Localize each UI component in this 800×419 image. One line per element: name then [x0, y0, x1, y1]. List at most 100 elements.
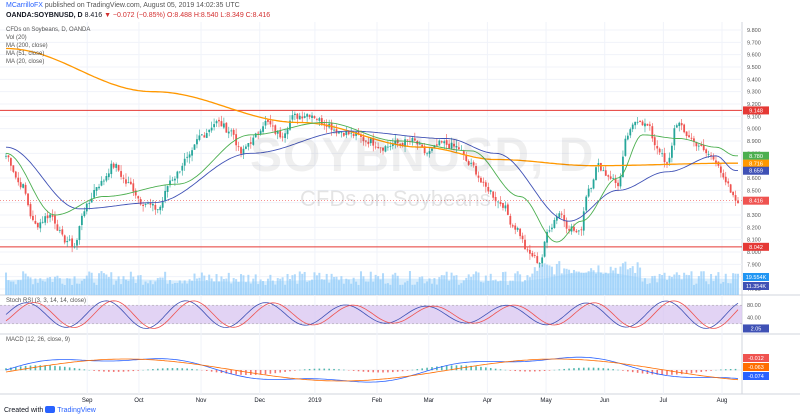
volume-bar	[661, 275, 664, 295]
volume-bar	[707, 284, 710, 295]
candle-body	[259, 130, 262, 135]
volume-bar	[524, 280, 527, 295]
macd-histogram-bar	[705, 370, 707, 372]
volume-bar	[558, 261, 561, 295]
candle-body	[142, 204, 144, 207]
volume-label-box	[743, 273, 769, 281]
volume-bar	[31, 284, 34, 295]
candle-body	[191, 150, 193, 156]
candle-body	[455, 146, 458, 148]
tradingview-brand[interactable]: TradingView	[57, 407, 96, 414]
price-label-box	[743, 166, 769, 175]
candle-body	[112, 163, 115, 168]
macd-histogram-bar	[406, 370, 409, 371]
volume-bar	[546, 264, 549, 295]
volume-bar	[702, 271, 705, 295]
volume-bar	[394, 272, 397, 295]
macd-histogram-bar	[465, 365, 468, 371]
volume-bar	[301, 273, 304, 295]
candle-body	[526, 249, 529, 251]
macd-histogram-bar	[117, 370, 120, 372]
volume-bar	[389, 284, 392, 295]
volume-bar	[127, 280, 130, 295]
volume-bar	[284, 284, 287, 295]
volume-bar	[470, 276, 473, 295]
candle-body	[663, 153, 666, 163]
volume-bar	[171, 283, 174, 295]
candle-body	[563, 215, 566, 222]
macd-histogram-bar	[54, 365, 56, 371]
candle-body	[240, 147, 242, 154]
macd-histogram-bar	[426, 367, 428, 371]
macd-histogram-bar	[509, 370, 512, 371]
candle-body	[719, 166, 722, 173]
macd-histogram-bar	[445, 365, 448, 371]
volume-bar	[438, 277, 441, 295]
volume-bar	[281, 277, 284, 295]
macd-histogram-bar	[661, 370, 663, 375]
candle-body	[222, 123, 225, 128]
volume-bar	[653, 275, 656, 295]
volume-bar	[722, 282, 725, 295]
candle-body	[688, 135, 690, 138]
volume-bar	[521, 282, 524, 295]
candle-body	[504, 205, 507, 209]
candle-body	[377, 146, 380, 148]
volume-bar	[17, 280, 20, 295]
volume-bar	[396, 275, 399, 295]
volume-bar	[146, 283, 149, 295]
macd-histogram-bar	[612, 369, 614, 371]
volume-bar	[408, 271, 411, 295]
candle-body	[171, 179, 174, 181]
author-link[interactable]: MCarrilloFX	[6, 2, 43, 9]
volume-bar	[712, 281, 715, 295]
volume-bar	[648, 283, 651, 295]
stoch-tick-label: 80.00	[747, 303, 761, 309]
volume-bar	[7, 280, 10, 295]
macd-histogram-bar	[411, 369, 414, 371]
candle-body	[519, 228, 522, 237]
volume-bar	[330, 273, 333, 295]
volume-bar	[590, 268, 593, 295]
macd-histogram-bar	[122, 370, 125, 372]
volume-bar	[484, 275, 487, 295]
candle-body	[333, 129, 335, 131]
macd-histogram-bar	[313, 368, 316, 371]
candle-body	[678, 122, 681, 127]
candle-body	[379, 147, 382, 149]
volume-bar	[306, 281, 309, 295]
candle-body	[509, 215, 512, 225]
volume-bar	[450, 272, 453, 295]
candle-body	[286, 129, 289, 135]
volume-bar	[624, 261, 627, 295]
candle-body	[421, 144, 424, 148]
volume-bar	[386, 283, 389, 295]
candle-body	[9, 158, 12, 166]
candle-body	[511, 225, 514, 227]
volume-bar	[215, 274, 218, 295]
candle-body	[164, 190, 167, 201]
volume-bar	[460, 283, 463, 295]
candle-body	[281, 136, 284, 138]
candle-body	[533, 255, 536, 256]
legend-ma51: MA (51, close)	[6, 51, 45, 57]
price-chart[interactable]: 9.800 9.700 9.600 9.500 9.400 9.300 9.200 9.100…	[0, 22, 800, 406]
volume-bar	[555, 263, 558, 295]
candle-body	[702, 144, 705, 151]
macd-histogram-bar	[514, 370, 517, 372]
volume-bar	[553, 274, 556, 295]
candle-body	[445, 140, 448, 145]
volume-bar	[154, 281, 157, 295]
candle-body	[127, 182, 130, 184]
volume-bar	[176, 282, 179, 295]
macd-histogram-bar	[538, 370, 541, 372]
volume-bar	[609, 266, 612, 295]
volume-bar	[374, 274, 377, 295]
macd-histogram-bar	[534, 370, 536, 372]
macd-value: -0.012	[748, 356, 764, 362]
volume-bar	[528, 277, 531, 295]
volume-bar	[85, 275, 88, 295]
candle-body	[335, 129, 338, 134]
volume-bar	[276, 278, 279, 295]
volume-bar	[58, 278, 61, 295]
